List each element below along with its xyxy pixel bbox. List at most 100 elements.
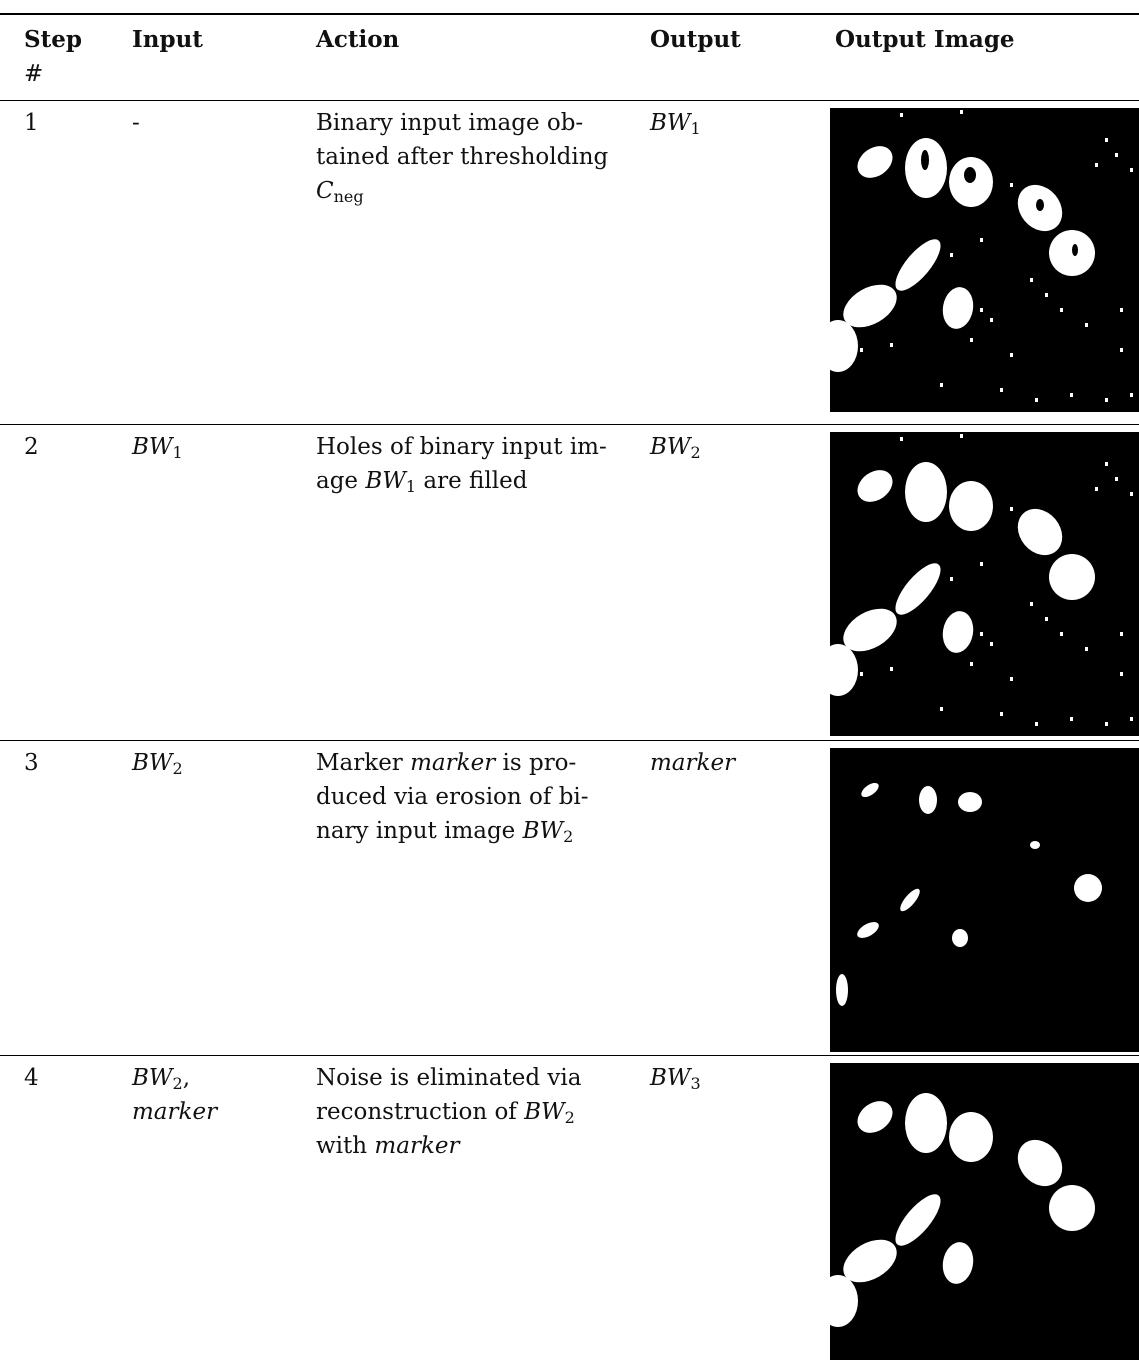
noise bbox=[1070, 393, 1073, 397]
noise bbox=[1030, 602, 1033, 606]
math: BW bbox=[650, 1065, 691, 1091]
output-image bbox=[830, 108, 1139, 412]
header-output: Output bbox=[650, 23, 741, 57]
row-rule bbox=[0, 740, 1139, 741]
hole bbox=[921, 150, 929, 170]
output-cell: BW3 bbox=[650, 1061, 701, 1095]
blob bbox=[949, 1112, 993, 1162]
math: C bbox=[316, 178, 334, 204]
blob bbox=[919, 786, 937, 814]
row-rule bbox=[0, 1055, 1139, 1056]
noise bbox=[1000, 388, 1003, 392]
noise bbox=[990, 642, 993, 646]
math: BW bbox=[650, 434, 691, 460]
text: Noise is eliminated via bbox=[316, 1065, 582, 1091]
noise bbox=[900, 113, 903, 117]
math: BW bbox=[365, 468, 406, 494]
line: marker bbox=[132, 1095, 217, 1129]
noise bbox=[1095, 163, 1098, 167]
math: BW bbox=[523, 818, 564, 844]
noise bbox=[940, 707, 943, 711]
subscript: 3 bbox=[691, 1074, 701, 1093]
hole bbox=[964, 167, 976, 183]
noise bbox=[1070, 717, 1073, 721]
line: - bbox=[132, 106, 140, 140]
noise bbox=[1010, 353, 1013, 357]
noise bbox=[1085, 647, 1088, 651]
math: marker bbox=[374, 1133, 459, 1159]
noise bbox=[1095, 487, 1098, 491]
output-cell: BW2 bbox=[650, 430, 701, 464]
output-cell: BW1 bbox=[650, 106, 701, 140]
noise bbox=[990, 318, 993, 322]
text: Marker bbox=[316, 750, 410, 776]
noise bbox=[1010, 677, 1013, 681]
noise bbox=[1130, 393, 1133, 397]
line: nary input image BW2 bbox=[316, 814, 589, 848]
noise bbox=[1115, 477, 1118, 481]
subscript: 2 bbox=[565, 1108, 575, 1127]
noise bbox=[980, 562, 983, 566]
noise bbox=[980, 308, 983, 312]
noise bbox=[1130, 492, 1133, 496]
header-action: Action bbox=[316, 23, 399, 57]
math: marker bbox=[410, 750, 495, 776]
line: duced via erosion of bi- bbox=[316, 780, 589, 814]
action-cell: Noise is eliminated via reconstruction of… bbox=[316, 1061, 582, 1163]
line: Marker marker is pro- bbox=[316, 746, 589, 780]
blob bbox=[952, 929, 968, 947]
noise bbox=[1035, 398, 1038, 402]
noise bbox=[1130, 717, 1133, 721]
noise bbox=[1030, 278, 1033, 282]
input-cell: - bbox=[132, 106, 140, 140]
noise bbox=[980, 632, 983, 636]
action-cell: Marker marker is pro-duced via erosion o… bbox=[316, 746, 589, 848]
line: Binary input image ob- bbox=[316, 106, 608, 140]
math: BW bbox=[650, 110, 691, 136]
header-rule bbox=[0, 100, 1139, 101]
step: 3 bbox=[24, 746, 39, 780]
noise bbox=[960, 434, 963, 438]
noise bbox=[1105, 398, 1108, 402]
hole bbox=[1072, 244, 1078, 256]
noise bbox=[970, 338, 973, 342]
blob bbox=[949, 481, 993, 531]
input-cell: BW2 bbox=[132, 746, 183, 780]
output-image bbox=[830, 748, 1139, 1052]
step: 2 bbox=[24, 430, 39, 464]
text: , bbox=[183, 1065, 190, 1091]
blob bbox=[1049, 1185, 1095, 1231]
line: with marker bbox=[316, 1129, 582, 1163]
line: Holes of binary input im- bbox=[316, 430, 607, 464]
math: marker bbox=[132, 1099, 217, 1125]
blob bbox=[958, 792, 982, 812]
noise bbox=[960, 110, 963, 114]
noise bbox=[1060, 308, 1063, 312]
blob bbox=[905, 462, 947, 522]
subscript: 2 bbox=[691, 443, 701, 462]
noise bbox=[1010, 507, 1013, 511]
hole bbox=[1036, 199, 1044, 211]
subscript: 2 bbox=[173, 1074, 183, 1093]
header-number: # bbox=[24, 57, 43, 91]
step: 4 bbox=[24, 1061, 39, 1095]
noise bbox=[900, 437, 903, 441]
noise bbox=[860, 348, 863, 352]
noise bbox=[1045, 617, 1048, 621]
blob bbox=[1049, 554, 1095, 600]
noise bbox=[860, 672, 863, 676]
page: Step # Input Action Output Output Image … bbox=[0, 0, 1139, 1360]
noise bbox=[940, 383, 943, 387]
line: age BW1 are filled bbox=[316, 464, 607, 498]
noise bbox=[1130, 168, 1133, 172]
text: duced via erosion of bi- bbox=[316, 784, 589, 810]
subscript: 2 bbox=[563, 827, 573, 846]
subscript: 1 bbox=[173, 443, 183, 462]
noise bbox=[1105, 722, 1108, 726]
blob bbox=[1030, 841, 1040, 849]
subscript: neg bbox=[334, 187, 364, 206]
line: BW1 bbox=[132, 430, 183, 464]
blob bbox=[905, 1093, 947, 1153]
line: reconstruction of BW2 bbox=[316, 1095, 582, 1129]
noise bbox=[1045, 293, 1048, 297]
